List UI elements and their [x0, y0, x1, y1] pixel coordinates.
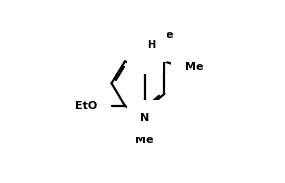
- Text: N: N: [140, 113, 149, 124]
- Text: Me: Me: [185, 62, 203, 72]
- Text: EtO: EtO: [75, 101, 97, 111]
- Text: Me: Me: [155, 30, 174, 40]
- Text: H: H: [147, 40, 156, 50]
- Text: N: N: [140, 51, 149, 61]
- Text: Me: Me: [135, 135, 154, 145]
